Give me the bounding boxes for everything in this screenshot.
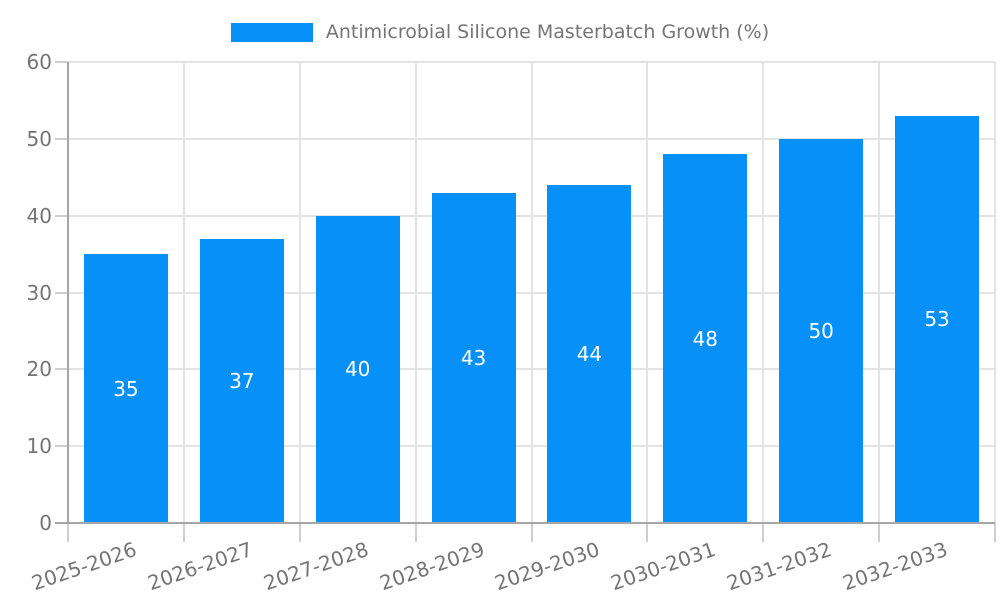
- legend-label: Antimicrobial Silicone Masterbatch Growt…: [325, 21, 770, 43]
- bar: [547, 184, 632, 523]
- x-axis-tick: [646, 523, 649, 542]
- x-tick-label: 2025-2026: [28, 537, 140, 596]
- x-axis-tick: [67, 523, 69, 542]
- v-gridline: [530, 62, 533, 523]
- bar-value-label: 43: [460, 345, 487, 370]
- x-axis-tick: [182, 523, 185, 542]
- y-axis-tick: [55, 137, 68, 140]
- bar: [83, 254, 168, 523]
- y-axis-tick: [55, 291, 68, 294]
- bar: [199, 238, 284, 523]
- y-axis-tick: [55, 368, 68, 371]
- x-axis-tick: [994, 523, 996, 542]
- bar: [663, 154, 748, 523]
- bar: [779, 138, 864, 523]
- bar-value-label: 48: [692, 326, 719, 351]
- y-tick-label: 30: [26, 280, 52, 305]
- y-tick-label: 40: [26, 203, 52, 228]
- y-tick-label: 50: [26, 126, 52, 151]
- v-gridline: [414, 62, 417, 523]
- x-tick-label: 2026-2027: [144, 537, 256, 596]
- bar: [431, 192, 516, 523]
- x-axis-tick: [298, 523, 301, 542]
- legend-swatch-icon: [230, 22, 313, 42]
- bar-value-label: 37: [229, 368, 255, 393]
- bar-value-label: 40: [344, 357, 371, 382]
- v-gridline: [762, 62, 765, 523]
- x-axis-tick: [414, 523, 417, 542]
- x-axis-tick: [530, 523, 533, 542]
- bar-value-label: 53: [924, 307, 950, 332]
- v-gridline: [298, 62, 301, 523]
- bar-value-label: 50: [808, 318, 834, 343]
- v-gridline: [646, 62, 649, 523]
- x-tick-label: 2032-2033: [839, 537, 951, 596]
- y-axis-line: [67, 62, 69, 523]
- bar-value-label: 35: [113, 376, 139, 401]
- x-tick-label: 2030-2031: [607, 537, 719, 596]
- bar: [315, 215, 400, 523]
- bar: [895, 115, 980, 523]
- v-gridline: [994, 62, 996, 523]
- x-tick-label: 2031-2032: [723, 537, 835, 596]
- v-gridline: [182, 62, 185, 523]
- v-gridline: [878, 62, 881, 523]
- x-tick-label: 2028-2029: [376, 537, 488, 596]
- x-axis-line: [55, 522, 995, 524]
- x-tick-label: 2027-2028: [260, 537, 372, 596]
- x-axis-tick: [878, 523, 881, 542]
- y-tick-label: 10: [26, 434, 52, 459]
- x-tick-label: 2029-2030: [492, 537, 603, 596]
- y-tick-label: 20: [26, 357, 52, 382]
- bar-value-label: 44: [576, 341, 603, 366]
- y-axis-tick: [55, 445, 68, 448]
- y-tick-label: 0: [39, 511, 52, 535]
- x-axis-tick: [762, 523, 765, 542]
- y-axis-tick: [55, 61, 68, 63]
- y-tick-label: 60: [26, 50, 52, 74]
- y-axis-tick: [55, 214, 68, 217]
- legend-item[interactable]: Antimicrobial Silicone Masterbatch Growt…: [0, 21, 1000, 43]
